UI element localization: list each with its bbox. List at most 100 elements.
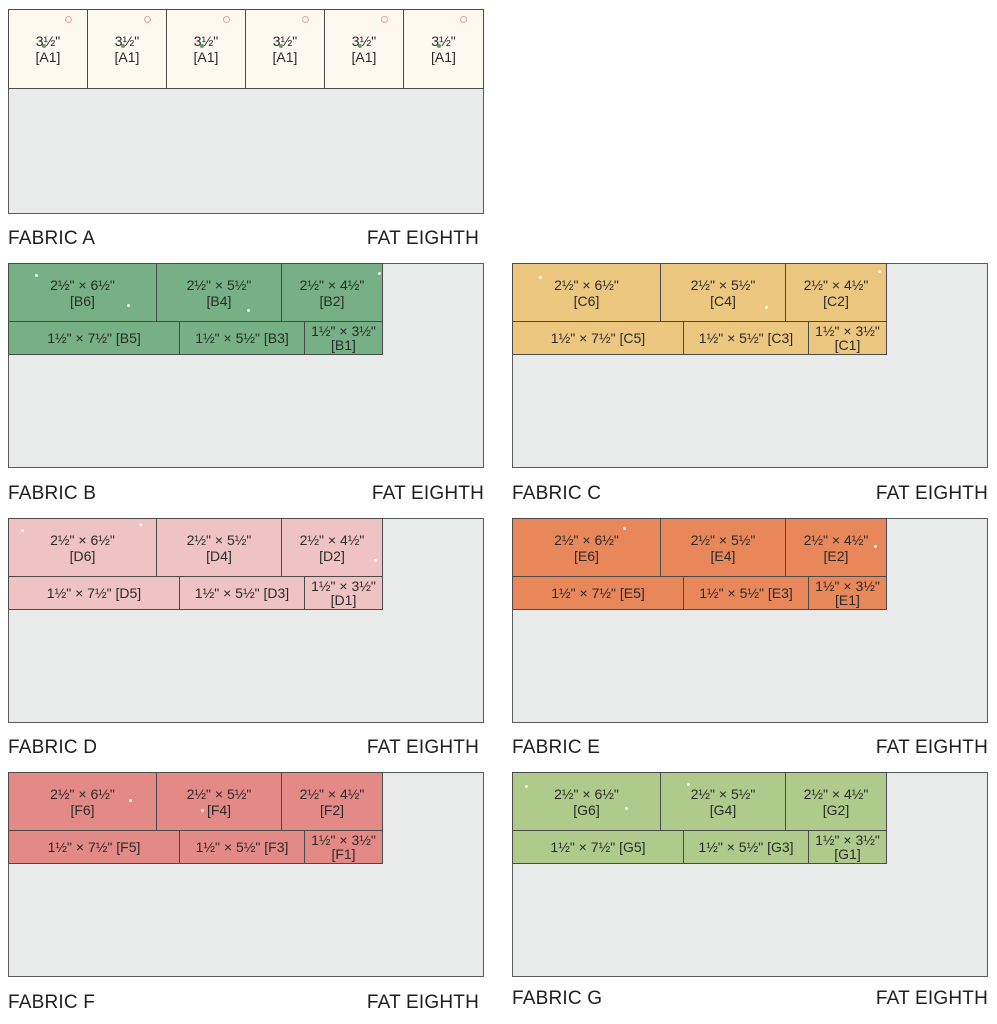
cut-piece-label: [F4] bbox=[206, 801, 232, 818]
fabric-size: FAT EIGHTH bbox=[366, 228, 479, 249]
cut-piece-a1: 3½" [A1] bbox=[166, 9, 246, 89]
cut-piece-e3: 1½" × 5½" [E3] bbox=[683, 576, 809, 610]
cut-piece-label: [C2] bbox=[823, 292, 849, 309]
cut-piece-a1: 3½" [A1] bbox=[403, 9, 484, 89]
cut-piece-label: [D2] bbox=[319, 547, 345, 564]
dot-icon bbox=[139, 523, 142, 526]
cut-piece-label: 1½" × 5½" [C3] bbox=[698, 330, 794, 346]
fabric-panel-e: 2½" × 6½" [E6] 2½" × 5½" [E4] 2½" × 4½" … bbox=[512, 518, 989, 762]
cut-piece-g1: 1½" × 3½" [G1] bbox=[808, 830, 887, 864]
cut-piece-size: 2½" × 4½" bbox=[299, 276, 365, 293]
cut-piece-label: 1½" × 5½" [E3] bbox=[699, 585, 793, 601]
cut-piece-size: 2½" × 6½" bbox=[554, 531, 619, 548]
dot-icon bbox=[878, 270, 881, 273]
dot-icon bbox=[623, 527, 626, 530]
cut-piece-g2: 2½" × 4½" [G2] bbox=[785, 772, 887, 831]
cut-piece-label: [A1] bbox=[431, 49, 456, 65]
cut-piece-label: [B2] bbox=[319, 292, 345, 309]
cut-piece-f1: 1½" × 3½" [F1] bbox=[304, 830, 383, 864]
dot-icon bbox=[201, 809, 204, 812]
dot-icon bbox=[437, 44, 441, 48]
cut-piece-label: 1½" × 7½" [C5] bbox=[550, 330, 646, 346]
fabric-size: FAT EIGHTH bbox=[875, 483, 988, 504]
fabric-panel-a: 3½" [A1] 3½" [A1] 3½" [A1] 3½" [A1] 3½" … bbox=[8, 9, 485, 249]
fabric-board-b: 2½" × 6½" [B6] 2½" × 5½" [B4] 2½" × 4½" … bbox=[8, 263, 484, 468]
fabric-name: FABRIC E bbox=[512, 737, 601, 758]
cut-piece-size: 1½" × 3½" bbox=[311, 578, 376, 594]
cut-piece-size: 2½" × 4½" bbox=[803, 531, 869, 548]
cut-piece-e6: 2½" × 6½" [E6] bbox=[512, 518, 661, 577]
cut-piece-size: 2½" × 5½" bbox=[186, 785, 252, 802]
cut-piece-size: 2½" × 4½" bbox=[299, 531, 365, 548]
cut-piece-g5: 1½" × 7½" [G5] bbox=[512, 830, 684, 864]
cut-piece-label: [D6] bbox=[69, 547, 96, 564]
cut-piece-size: 2½" × 5½" bbox=[690, 785, 756, 802]
cut-piece-c6: 2½" × 6½" [C6] bbox=[512, 263, 661, 322]
fabric-name: FABRIC D bbox=[8, 737, 98, 758]
cut-piece-label: [A1] bbox=[114, 49, 140, 65]
dot-icon bbox=[378, 272, 381, 275]
cut-piece-d4: 2½" × 5½" [D4] bbox=[156, 518, 282, 577]
fabric-board-a: 3½" [A1] 3½" [A1] 3½" [A1] 3½" [A1] 3½" … bbox=[8, 9, 484, 214]
cut-piece-c1: 1½" × 3½" [C1] bbox=[808, 321, 887, 355]
cut-piece-label: [A1] bbox=[35, 49, 61, 65]
cut-piece-b3: 1½" × 5½" [B3] bbox=[179, 321, 305, 355]
dot-icon bbox=[35, 274, 38, 277]
cut-piece-b5: 1½" × 7½" [B5] bbox=[8, 321, 180, 355]
cut-piece-size: 2½" × 6½" bbox=[50, 276, 115, 293]
cut-piece-c4: 2½" × 5½" [C4] bbox=[660, 263, 786, 322]
dot-icon bbox=[874, 545, 877, 548]
cut-piece-label: [C6] bbox=[573, 292, 600, 309]
cut-piece-size: 1½" × 3½" bbox=[815, 323, 880, 339]
pin-icon bbox=[381, 16, 388, 23]
cut-piece-a1: 3½" [A1] bbox=[8, 9, 88, 89]
fabric-panel-d: 2½" × 6½" [D6] 2½" × 5½" [D4] 2½" × 4½" … bbox=[8, 518, 485, 762]
cut-piece-size: 3½" bbox=[114, 33, 140, 49]
dot-icon bbox=[358, 44, 362, 48]
cut-piece-size: 2½" × 6½" bbox=[554, 276, 619, 293]
cut-piece-label: [E2] bbox=[823, 547, 849, 564]
dot-icon bbox=[129, 799, 132, 802]
fabric-size: FAT EIGHTH bbox=[366, 992, 479, 1013]
cut-piece-label: 1½" × 5½" [G3] bbox=[698, 839, 794, 855]
fabric-panel-c: 2½" × 6½" [C6] 2½" × 5½" [C4] 2½" × 4½" … bbox=[512, 263, 989, 507]
cut-piece-size: 2½" × 5½" bbox=[186, 276, 252, 293]
cut-piece-label: [F2] bbox=[319, 801, 345, 818]
fabric-panel-f: 2½" × 6½" [F6] 2½" × 5½" [F4] 2½" × 4½" … bbox=[8, 772, 485, 1016]
fabric-board-d: 2½" × 6½" [D6] 2½" × 5½" [D4] 2½" × 4½" … bbox=[8, 518, 484, 723]
cut-piece-b1: 1½" × 3½" [B1] bbox=[304, 321, 383, 355]
cut-piece-f3: 1½" × 5½" [F3] bbox=[179, 830, 305, 864]
cut-piece-label: 1½" × 5½" [F3] bbox=[195, 839, 289, 855]
cut-piece-e2: 2½" × 4½" [E2] bbox=[785, 518, 887, 577]
fabric-name: FABRIC A bbox=[8, 228, 96, 249]
fabric-board-c: 2½" × 6½" [C6] 2½" × 5½" [C4] 2½" × 4½" … bbox=[512, 263, 988, 468]
dot-icon bbox=[279, 44, 283, 48]
cut-piece-b4: 2½" × 5½" [B4] bbox=[156, 263, 282, 322]
dot-icon bbox=[21, 529, 24, 532]
cut-piece-g4: 2½" × 5½" [G4] bbox=[660, 772, 786, 831]
cut-piece-d2: 2½" × 4½" [D2] bbox=[281, 518, 383, 577]
cut-piece-d1: 1½" × 3½" [D1] bbox=[304, 576, 383, 610]
cut-piece-label: [A1] bbox=[272, 49, 298, 65]
cut-piece-c3: 1½" × 5½" [C3] bbox=[683, 321, 809, 355]
dot-icon bbox=[127, 304, 130, 307]
cut-piece-size: 2½" × 4½" bbox=[803, 785, 869, 802]
cut-piece-g3: 1½" × 5½" [G3] bbox=[683, 830, 809, 864]
cut-piece-label: [G6] bbox=[573, 801, 600, 818]
cut-piece-size: 2½" × 5½" bbox=[186, 531, 252, 548]
cut-piece-label: [B4] bbox=[206, 292, 232, 309]
cut-piece-label: [A1] bbox=[351, 49, 377, 65]
fabric-name: FABRIC G bbox=[512, 988, 603, 1009]
cut-piece-c5: 1½" × 7½" [C5] bbox=[512, 321, 684, 355]
cut-piece-f4: 2½" × 5½" [F4] bbox=[156, 772, 282, 831]
cut-piece-label: [F1] bbox=[331, 846, 356, 862]
fabric-board-f: 2½" × 6½" [F6] 2½" × 5½" [F4] 2½" × 4½" … bbox=[8, 772, 484, 977]
cut-piece-label: [F6] bbox=[70, 801, 95, 818]
cut-piece-label: [G4] bbox=[709, 801, 737, 818]
cut-piece-f5: 1½" × 7½" [F5] bbox=[8, 830, 180, 864]
cut-piece-size: 3½" bbox=[193, 33, 219, 49]
dot-icon bbox=[374, 559, 377, 562]
cut-piece-label: 1½" × 7½" [G5] bbox=[550, 839, 646, 855]
cut-piece-label: 1½" × 5½" [B3] bbox=[195, 330, 289, 346]
fabric-name: FABRIC F bbox=[8, 992, 96, 1013]
